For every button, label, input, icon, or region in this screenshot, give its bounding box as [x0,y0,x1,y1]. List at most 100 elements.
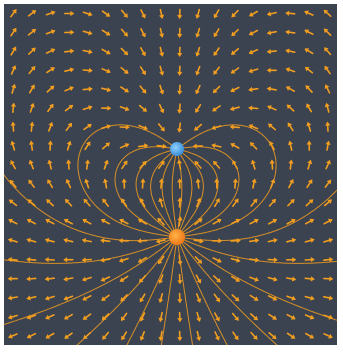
field-arrow [304,48,314,55]
field-arrow [213,66,220,75]
field-arrow [64,67,75,73]
field-arrow [120,293,128,302]
field-arrow [304,276,315,282]
field-arrow [193,238,204,244]
field-arrow [139,198,146,208]
negative-charge[interactable] [170,142,184,156]
field-arrow [248,68,259,74]
field-arrow [29,121,35,132]
field-arrow [119,106,130,112]
field-arrow [47,140,53,151]
field-arrow [324,84,331,94]
field-arrow [266,67,278,73]
field-arrow [324,102,330,113]
field-arrow [285,257,297,263]
field-arrow [64,86,74,92]
field-arrow [229,106,240,112]
field-arrow [140,47,146,57]
field-arrow [63,313,73,320]
field-arrow [84,178,90,189]
field-arrow [214,312,220,322]
field-arrow [195,65,201,76]
field-arrow [159,65,165,76]
field-arrow [158,197,164,208]
field-arrow [63,48,75,54]
field-arrow [119,143,130,149]
field-arrow [26,332,37,339]
field-arrow [101,294,110,301]
field-arrow [64,198,73,207]
field-arrow [231,28,239,37]
field-arrow [121,331,128,341]
field-arrow [100,218,111,225]
positive-charge[interactable] [169,229,185,245]
field-arrow [158,292,164,303]
field-arrow [285,29,296,35]
field-line [178,152,193,232]
field-arrow [29,140,35,151]
field-arrow [267,276,278,282]
field-arrow [322,257,334,263]
field-arrow [212,257,222,263]
field-arrow [139,274,147,283]
field-arrow [100,257,111,263]
field-arrow [139,293,146,303]
field-arrow [304,218,315,225]
field-arrow [8,333,18,339]
field-arrow [323,314,334,320]
field-arrow [194,123,203,131]
field-arrow [120,66,129,74]
field-arrow [286,295,296,301]
field-arrow [82,86,93,92]
field-arrow [195,104,202,113]
field-arrow [306,103,313,113]
field-arrow [323,9,332,17]
field-arrow [120,28,128,37]
field-arrow [27,199,36,207]
field-arrow [139,330,145,341]
field-arrow [177,8,183,20]
field-arrow [103,159,109,170]
field-arrow [137,238,148,244]
field-arrow [137,256,147,263]
field-line [171,153,177,232]
field-arrow [100,238,111,244]
field-arrow [101,142,110,150]
field-arrow [286,332,296,339]
field-arrow [7,237,18,243]
electric-field-view [4,4,337,345]
field-arrow [286,218,296,225]
field-arrow [65,178,72,189]
field-line [178,242,228,345]
field-arrow [213,28,220,38]
field-arrow [196,293,202,303]
field-arrow [139,312,146,322]
field-arrow [120,47,129,56]
field-arrow [212,238,223,244]
field-arrow [214,178,220,189]
field-arrow [177,27,183,38]
field-arrow [304,237,315,243]
field-arrow [10,9,17,18]
field-arrow [213,160,221,169]
field-arrow [248,29,259,36]
field-arrow [324,65,331,75]
field-arrow [81,276,92,282]
field-arrow [323,332,333,339]
field-arrow [177,273,183,285]
field-arrow [83,198,91,207]
field-arrow [10,27,17,37]
field-arrow [211,125,222,131]
field-arrow [286,104,295,112]
field-arrow [47,103,54,113]
field-arrow [269,159,275,170]
field-arrow [138,143,149,149]
field-svg [4,4,337,345]
field-arrow [137,218,147,225]
field-line [160,242,177,345]
field-arrow [213,198,220,208]
field-arrow [213,47,220,56]
field-arrow [159,46,165,57]
field-arrow [196,197,202,208]
field-arrow [288,159,294,170]
